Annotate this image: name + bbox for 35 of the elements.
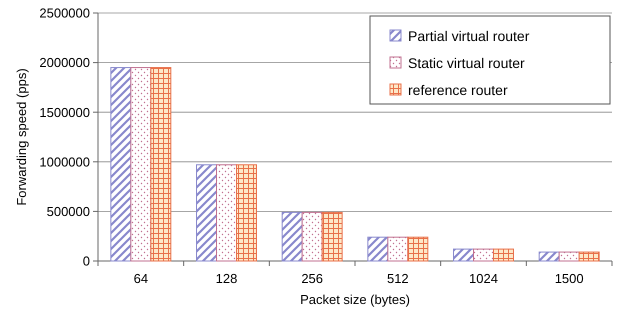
bar xyxy=(302,212,323,262)
y-axis-title: Forwarding speed (pps) xyxy=(14,68,29,206)
legend-label: reference router xyxy=(408,82,508,98)
bar xyxy=(216,164,237,262)
bar xyxy=(453,248,474,262)
bar xyxy=(578,252,600,262)
y-tick-label: 2500000 xyxy=(39,6,90,21)
bar xyxy=(492,248,514,262)
y-tick-label: 2000000 xyxy=(39,55,90,70)
bar xyxy=(387,236,408,262)
x-tick-label: 64 xyxy=(134,271,148,286)
bar xyxy=(558,252,580,262)
y-tick-label: 1500000 xyxy=(39,104,90,120)
bar xyxy=(367,236,388,262)
bar xyxy=(282,212,303,262)
bar xyxy=(236,164,257,262)
bar xyxy=(110,67,132,262)
bar xyxy=(150,67,172,262)
x-tick-label: 1500 xyxy=(554,271,584,286)
y-tick-label: 1000000 xyxy=(39,154,90,170)
bar xyxy=(407,236,428,262)
legend-label: Static virtual router xyxy=(408,54,526,71)
bar xyxy=(538,252,560,262)
y-tick-label: 500000 xyxy=(46,204,90,219)
bar xyxy=(473,248,494,262)
x-tick-label: 256 xyxy=(301,271,324,286)
x-axis-title: Packet size (bytes) xyxy=(300,292,410,307)
bar xyxy=(196,164,218,262)
x-tick-label: 128 xyxy=(216,271,238,286)
y-tick-label: 0 xyxy=(82,254,90,269)
x-tick-label: 512 xyxy=(386,271,409,286)
legend-label: Partial virtual router xyxy=(408,28,530,44)
bar xyxy=(130,67,152,262)
bar xyxy=(322,212,343,262)
x-tick-label: 1024 xyxy=(469,271,498,286)
